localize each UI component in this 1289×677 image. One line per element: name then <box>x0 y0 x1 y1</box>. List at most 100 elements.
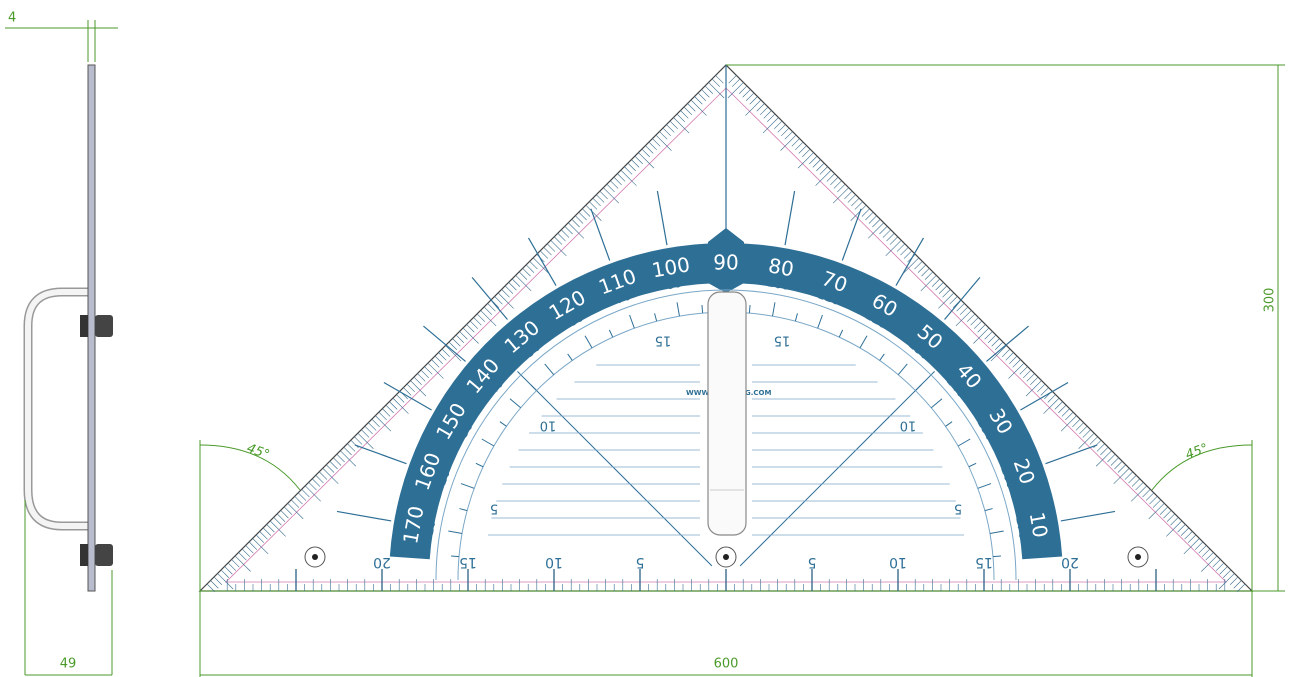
edge-tick <box>745 92 755 101</box>
spoke <box>354 444 407 465</box>
arc-tick <box>544 363 555 376</box>
edge-tick <box>1110 457 1119 466</box>
edge-tick <box>889 236 898 245</box>
edge-tick <box>715 75 724 84</box>
edge-tick <box>210 580 219 589</box>
edge-tick <box>694 96 703 105</box>
dim-height: 300 <box>1263 288 1278 313</box>
edge-tick <box>762 117 779 134</box>
edge-tick <box>973 320 983 329</box>
edge-tick <box>427 362 444 379</box>
edge-tick <box>1065 411 1074 421</box>
edge-tick <box>867 222 884 239</box>
edge-tick <box>297 492 307 501</box>
edge-tick <box>832 187 849 204</box>
grid-label: 10 <box>540 418 557 433</box>
inner-arc <box>435 289 1017 581</box>
handle <box>707 291 747 536</box>
spoke <box>1020 381 1069 411</box>
edge-tick <box>1166 520 1183 537</box>
edge-tick <box>396 394 405 403</box>
dim-width: 600 <box>714 657 739 672</box>
edge-tick <box>1096 443 1105 452</box>
spoke <box>383 381 432 411</box>
edge-tick <box>991 338 1000 347</box>
edge-tick <box>896 243 905 252</box>
edge-tick <box>610 180 619 189</box>
edge-tick <box>455 334 465 343</box>
edge-tick <box>480 310 497 327</box>
arc-tick <box>509 398 522 409</box>
spoke <box>1045 444 1098 465</box>
edge-tick <box>434 355 443 365</box>
edge-tick <box>315 475 324 484</box>
edge-tick <box>592 197 601 207</box>
edge-tick <box>812 159 821 168</box>
edge-tick <box>931 278 941 287</box>
edge-tick <box>476 313 486 322</box>
arc-tick <box>530 384 537 391</box>
spoke <box>1060 510 1116 522</box>
edge-tick <box>1061 408 1070 417</box>
scale-label: 100 <box>766 275 791 293</box>
edge-tick <box>984 331 993 340</box>
dim-angle: 45° <box>245 441 272 463</box>
edge-tick <box>795 141 804 151</box>
ruler-label: 5 <box>808 554 817 570</box>
edge-tick <box>690 99 707 116</box>
edge-tick <box>756 103 765 112</box>
edge-tick <box>1198 545 1207 554</box>
edge-tick <box>977 324 986 333</box>
arc-tick <box>977 483 992 489</box>
edge-tick <box>364 425 373 435</box>
edge-tick <box>1222 569 1232 578</box>
edge-tick <box>966 313 976 322</box>
edge-tick <box>343 446 352 456</box>
edge-tick <box>582 208 591 217</box>
edge-tick <box>287 503 304 520</box>
edge-tick <box>431 359 440 368</box>
edge-tick <box>606 183 615 193</box>
edge-tick <box>1058 404 1067 414</box>
edge-tick <box>1037 383 1046 393</box>
edge-tick <box>631 159 640 168</box>
edge-tick <box>1229 576 1239 585</box>
hole-center <box>723 554 729 560</box>
edge-tick <box>882 229 891 238</box>
edge-tick <box>1009 355 1018 365</box>
edge-tick <box>217 573 234 590</box>
arc-tick <box>817 314 823 329</box>
edge-tick <box>255 534 265 543</box>
edge-tick <box>326 464 335 473</box>
band-pointer <box>708 228 744 293</box>
ruler-label: 20 <box>1061 554 1079 570</box>
edge-tick <box>1218 573 1235 590</box>
edge-tick <box>1025 380 1042 397</box>
arc-tick <box>654 313 658 322</box>
edge-tick <box>634 155 643 165</box>
edge-tick <box>445 345 462 362</box>
edge-tick <box>234 555 251 572</box>
edge-tick <box>738 85 748 94</box>
edge-tick <box>886 233 895 242</box>
edge-tick <box>459 331 468 340</box>
edge-tick <box>1023 369 1032 379</box>
edge-tick <box>1043 397 1060 414</box>
arc-tick <box>772 302 776 317</box>
edge-tick <box>697 92 707 101</box>
arc-tick <box>915 384 922 391</box>
ruler-label: 20 <box>373 554 391 570</box>
edge-tick <box>1180 527 1190 536</box>
edge-tick <box>850 204 867 221</box>
ruler-label: 15 <box>459 554 477 570</box>
edge-tick <box>711 78 721 87</box>
edge-tick <box>1026 373 1035 382</box>
edge-tick <box>683 106 692 115</box>
edge-tick <box>354 436 363 445</box>
edge-tick <box>624 166 633 175</box>
edge-tick <box>797 152 814 169</box>
edge-tick <box>578 212 587 221</box>
edge-tick <box>1149 496 1158 505</box>
edge-tick <box>248 541 258 550</box>
